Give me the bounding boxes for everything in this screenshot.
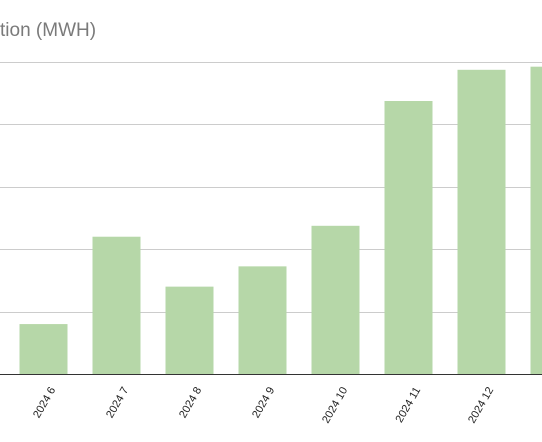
x-tick-label: 2024 11 <box>393 385 423 425</box>
bar-2024-7 <box>92 236 141 374</box>
bar-2024-11 <box>384 101 433 374</box>
bar-2024-12 <box>457 69 506 375</box>
x-tick-label: 2024 6 <box>31 385 58 420</box>
x-tick-labels: 2024 6 2024 7 2024 8 2024 9 2024 10 2024 11 20… <box>31 385 496 425</box>
x-tick-label: 2024 12 <box>466 385 496 425</box>
x-tick-label: 2024 8 <box>177 385 204 420</box>
x-tick-label: 2024 9 <box>250 385 277 420</box>
bar-2024-6 <box>19 324 68 374</box>
x-tick-label: 2024 10 <box>320 385 350 425</box>
bar-2024-9 <box>238 266 287 374</box>
chart-title: tion (MWH) <box>0 20 97 41</box>
bars <box>19 66 542 375</box>
x-tick-label: 2024 7 <box>104 385 131 420</box>
bar-2024-8 <box>165 286 214 374</box>
bar-2024-10 <box>311 225 360 374</box>
bar-20 <box>530 66 542 375</box>
